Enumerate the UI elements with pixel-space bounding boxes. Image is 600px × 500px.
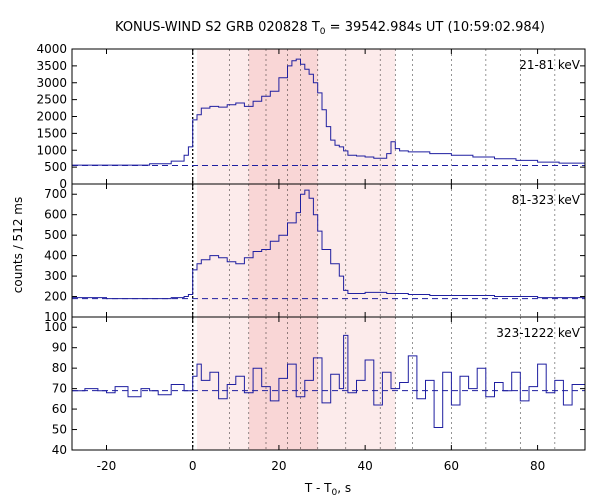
- y-tick-label: 100: [44, 320, 67, 334]
- y-tick-label: 4000: [36, 42, 67, 56]
- panel-2: 100 200 300 400 500 600 700 81-323 keV: [44, 183, 586, 324]
- y-tick-label: 400: [44, 249, 67, 263]
- shade-interval-dark: [248, 49, 318, 184]
- y-tick-label: 2000: [36, 110, 67, 124]
- x-tick-label: 20: [271, 459, 286, 473]
- y-tick-label: 500: [44, 228, 67, 242]
- energy-band-label: 21-81 keV: [519, 58, 581, 72]
- y-tick-label: 40: [52, 443, 67, 457]
- x-tick-label: 0: [189, 459, 197, 473]
- y-tick-label: 90: [52, 341, 67, 355]
- y-tick-label: 3500: [36, 59, 67, 73]
- x-tick-label: -20: [97, 459, 117, 473]
- y-tick-label: 1000: [36, 143, 67, 157]
- y-tick-label: 60: [52, 402, 67, 416]
- shade-interval-dark: [248, 317, 318, 450]
- y-tick-label: 200: [44, 290, 67, 304]
- y-tick-label: 700: [44, 187, 67, 201]
- chart-title: KONUS-WIND S2 GRB 020828 T0 = 39542.984s…: [115, 20, 545, 37]
- y-axis-label: counts / 512 ms: [11, 197, 25, 293]
- y-tick-label: 1500: [36, 126, 67, 140]
- x-axis-label: T - T0, s: [304, 481, 351, 498]
- panel-3: 40 50 60 70 80 90 100 323-1222 keV: [44, 316, 586, 457]
- y-tick-label: 0: [59, 177, 67, 191]
- lightcurve-series: [72, 58, 586, 166]
- x-tick-label: 40: [358, 459, 373, 473]
- shade-interval-light: [197, 184, 396, 317]
- energy-band-label: 81-323 keV: [512, 193, 581, 207]
- panel-1: 0 500 1000 1500 2000 2500 3000 3500 4000 21-81 ke…: [36, 42, 586, 191]
- y-tick-label: 2500: [36, 93, 67, 107]
- shade-interval-light: [197, 49, 396, 184]
- y-tick-label: 100: [44, 310, 67, 324]
- lightcurve-series: [72, 189, 586, 300]
- shade-interval-dark: [248, 184, 318, 317]
- y-tick-label: 70: [52, 382, 67, 396]
- y-tick-label: 300: [44, 269, 67, 283]
- x-tick-label: 80: [530, 459, 545, 473]
- y-tick-label: 600: [44, 208, 67, 222]
- y-tick-label: 3000: [36, 76, 67, 90]
- y-tick-label: 50: [52, 423, 67, 437]
- y-tick-label: 80: [52, 361, 67, 375]
- energy-band-label: 323-1222 keV: [496, 326, 580, 340]
- lightcurve-series: [72, 334, 586, 428]
- x-tick-label: 60: [444, 459, 459, 473]
- panel-frame: [71, 316, 586, 451]
- y-tick-label: 500: [44, 160, 67, 174]
